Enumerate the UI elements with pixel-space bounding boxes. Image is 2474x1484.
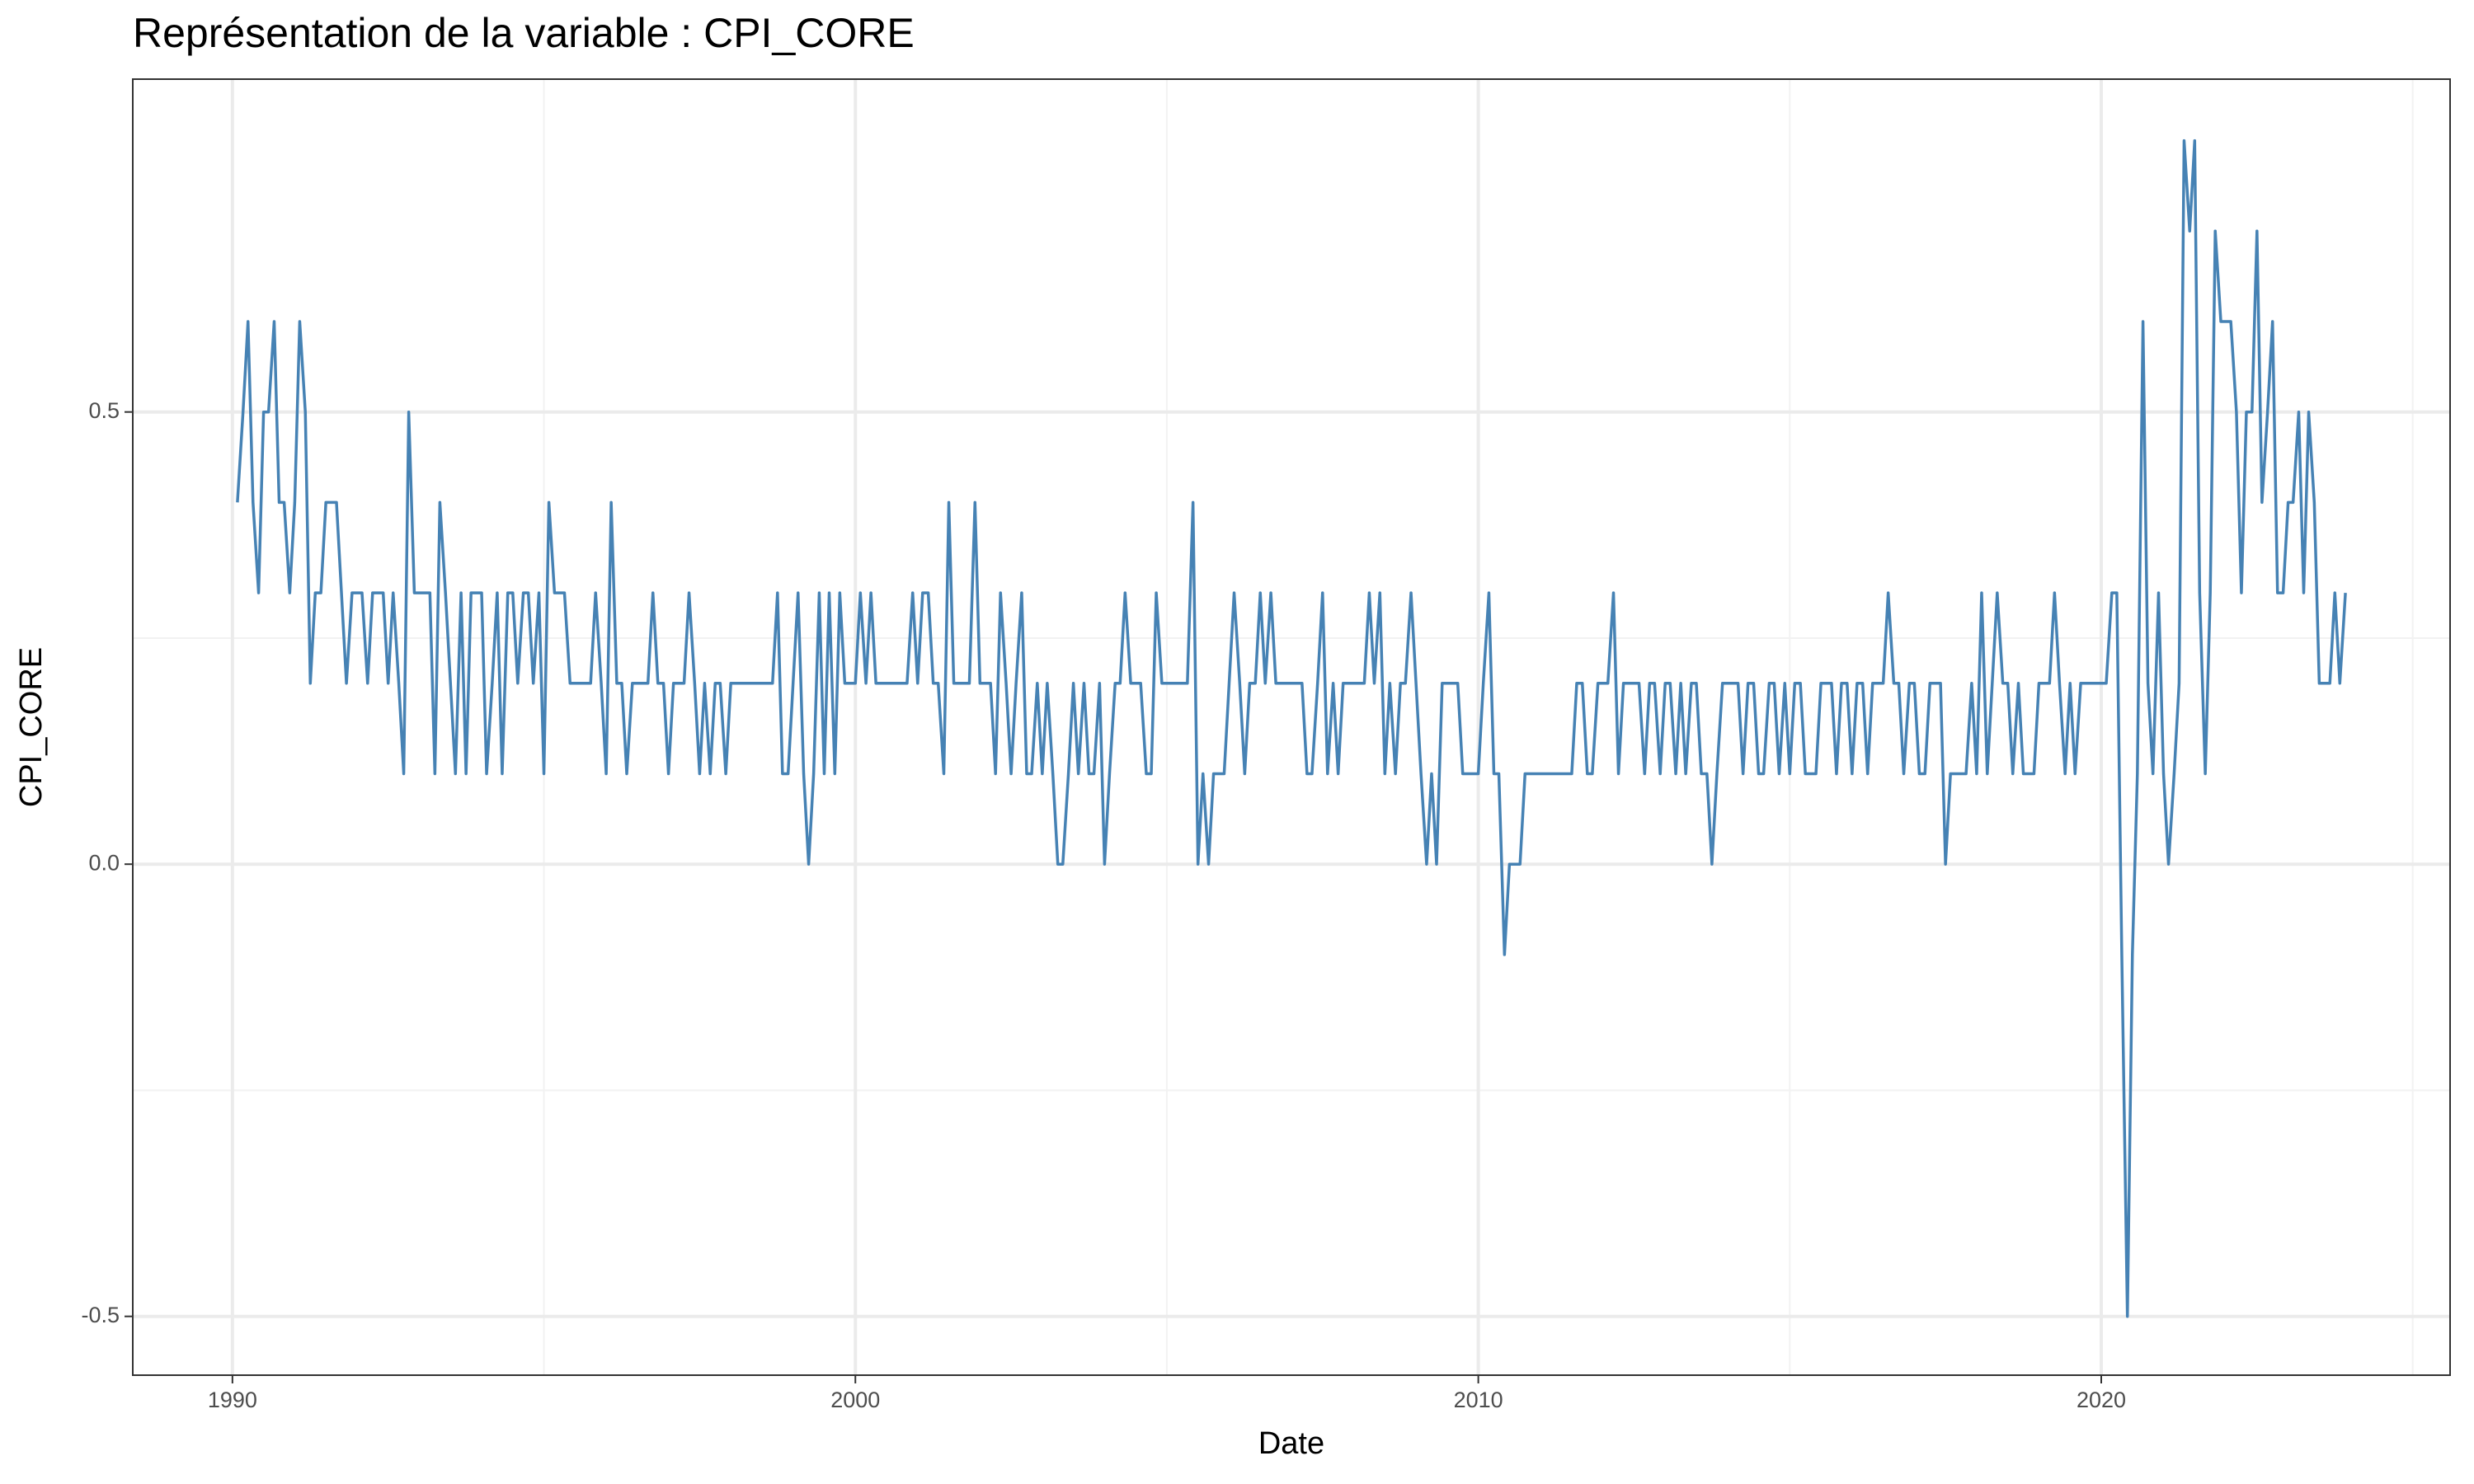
x-tick-label: 2010 <box>1454 1388 1503 1412</box>
data-line <box>236 139 2347 1318</box>
y-tick-label: -0.5 <box>81 1303 120 1327</box>
x-axis-label: Date <box>1258 1426 1324 1461</box>
x-tick-label: 1990 <box>208 1388 257 1412</box>
panel-border <box>132 78 2451 1376</box>
y-tick-label: 0.5 <box>88 398 120 423</box>
x-tick-label: 2000 <box>830 1388 880 1412</box>
y-axis-label: CPI_CORE <box>14 647 49 807</box>
y-tick-label: 0.0 <box>88 850 120 875</box>
x-tick-label: 2020 <box>2077 1388 2126 1412</box>
chart-title: Représentation de la variable : CPI_CORE <box>133 10 915 56</box>
